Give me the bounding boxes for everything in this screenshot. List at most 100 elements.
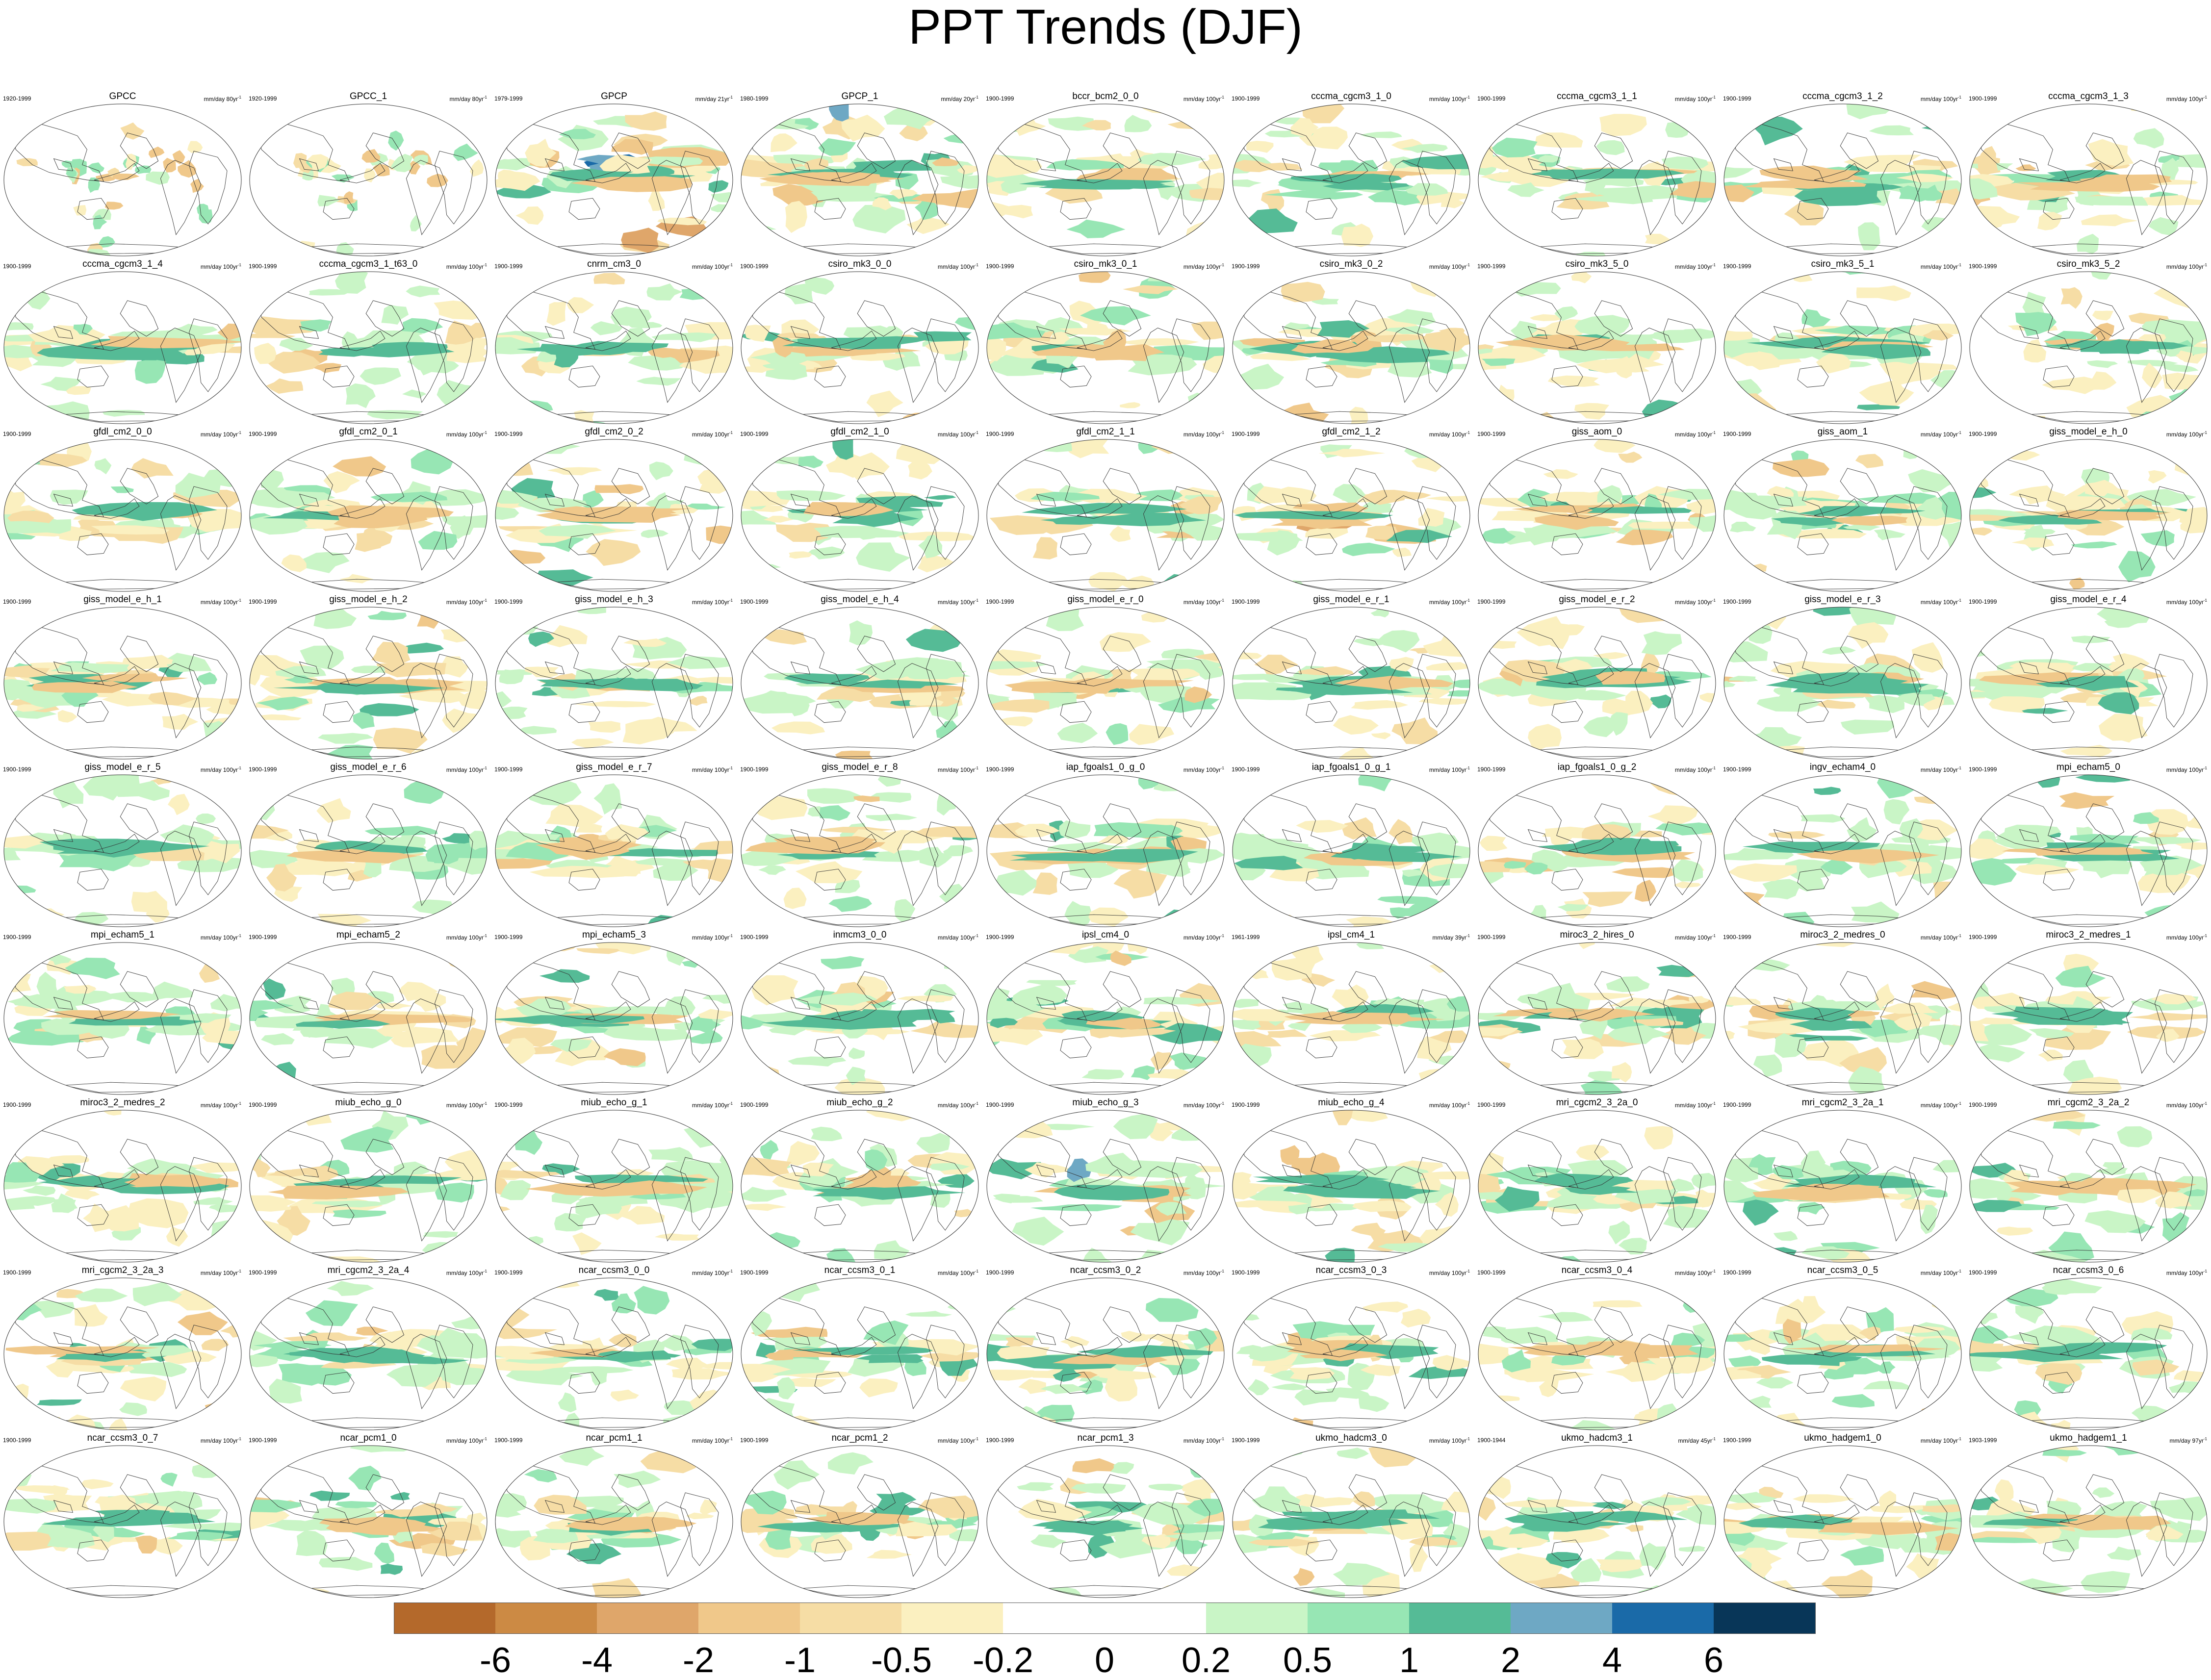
colorbar-tick-label: 4 [1563,1642,1661,1679]
panel-units-text: mm/day 100yr [1183,934,1221,941]
precip-trend-field [1978,261,2211,435]
panel-units: mm/day 100yr-1 [692,765,733,773]
panel-units: mm/day 100yr-1 [1429,597,1470,606]
coastline [791,662,810,674]
panel-units: mm/day 100yr-1 [1675,597,1716,606]
trend-map [1477,102,1717,258]
panel-units-exponent: -1 [1712,598,1716,603]
coastline [800,1250,931,1260]
precip-trend-field [1943,97,2211,254]
panel-units-text: mm/day 100yr [938,1270,975,1276]
coastline [681,486,719,560]
coastline [612,971,649,1007]
panel-units-exponent: -1 [1712,263,1716,267]
panel-units-exponent: -1 [1712,766,1716,770]
panel-units-exponent: -1 [1958,1101,1961,1106]
coastline [309,579,439,589]
precip-trend-field [1444,1275,1733,1437]
panel-units-text: mm/day 100yr [1921,431,1958,438]
panel-units-exponent: -1 [238,431,241,435]
panel-units-text: mm/day 100yr [446,263,484,270]
trend-map [1232,270,1471,426]
panel-units: mm/day 100yr-1 [1921,933,1961,941]
coastline [63,1250,194,1260]
trend-map [740,1108,979,1264]
panel-units-text: mm/day 100yr [1675,1102,1712,1109]
coastline [1783,579,1914,589]
panel-period: 1900-1999 [1477,1269,1505,1276]
panel-units-exponent: -1 [2204,934,2207,938]
panel-period: 1900-1999 [1477,263,1505,270]
panel-units-text: mm/day 45yr [1678,1437,1712,1444]
panel-units: mm/day 100yr-1 [1921,765,1961,773]
coastline [1060,1037,1091,1058]
panel-period: 1900-1999 [986,1101,1014,1108]
panel-units-text: mm/day 100yr [2166,96,2204,102]
panel-units-exponent: -1 [2204,95,2207,100]
panel-period: 1900-1999 [740,431,768,437]
trend-map [1723,1276,1962,1432]
panel-units-text: mm/day 100yr [1675,96,1712,102]
coastline [1783,244,1914,254]
coastline [309,1418,439,1427]
trend-map [3,1108,242,1264]
coastline [1292,1082,1422,1092]
coastline [1538,1250,1668,1260]
panel-units-text: mm/day 100yr [446,934,484,941]
panel-units-exponent: -1 [975,934,978,938]
panel-units-text: mm/day 100yr [446,1102,484,1109]
panel-units-exponent: -1 [729,1101,733,1106]
trend-map [494,941,734,1096]
trend-map [494,605,734,761]
panel-units: mm/day 100yr-1 [938,597,978,606]
panel-period: 1900-1999 [1477,95,1505,102]
coastline [1046,747,1177,757]
panel-units-exponent: -1 [975,598,978,603]
trend-map [1232,605,1471,761]
panel-units-exponent: -1 [1466,1269,1470,1273]
coastline [1783,411,1914,421]
panel-units: mm/day 100yr-1 [1429,1436,1470,1444]
panel-period: 1900-1999 [1232,95,1260,102]
panel-units: mm/day 100yr-1 [1921,597,1961,606]
trend-map [1232,1108,1471,1264]
panel-units: mm/day 100yr-1 [1429,1100,1470,1109]
panel-units: mm/day 100yr-1 [1183,430,1224,438]
panel-units-exponent: -1 [975,95,978,100]
coastline [555,747,685,757]
panel-units-text: mm/day 100yr [1429,1437,1466,1444]
panel-units-exponent: -1 [1958,766,1961,770]
panel-period: 1980-1999 [740,95,768,102]
coastline [681,822,719,895]
panel-units-text: mm/day 100yr [1429,263,1466,270]
panel-units: mm/day 100yr-1 [1675,262,1716,270]
trend-map [249,437,488,593]
panel-period: 1900-1999 [249,598,277,605]
trend-map [986,941,1225,1096]
panel-period: 1900-1999 [3,934,31,941]
panel-period: 1900-1999 [3,766,31,773]
panel-period: 1900-1999 [1723,95,1751,102]
panel-period: 1900-1999 [1232,1101,1260,1108]
panel-units-exponent: -1 [1221,95,1224,100]
panel-units-text: mm/day 100yr [1183,599,1221,606]
panel-units-text: mm/day 100yr [1429,431,1466,438]
panel-units-text: mm/day 100yr [201,1437,238,1444]
precip-trend-field [1927,600,2193,758]
coastline [1798,1540,1828,1561]
